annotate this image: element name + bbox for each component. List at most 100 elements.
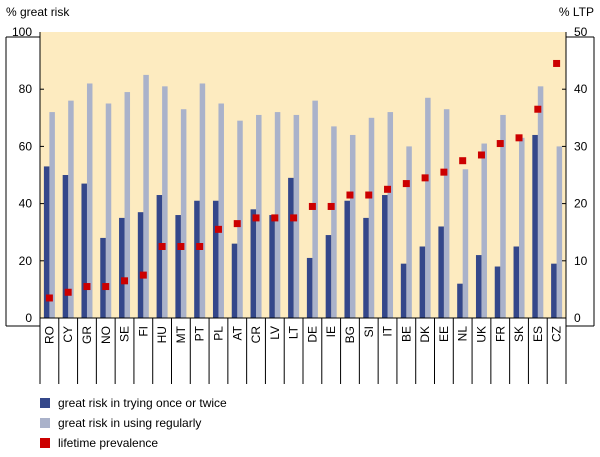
bar-regularly-ES [537,86,544,318]
category-label-LT: LT [287,325,301,339]
category-label-SE: SE [118,326,132,342]
marker-prevalence-AT [233,220,241,228]
category-label-IT: IT [381,325,395,336]
marker-prevalence-PL [214,225,222,233]
bar-regularly-IT [387,112,394,318]
bar-trying-FR [494,266,501,318]
legend-swatch-trying [40,398,50,408]
marker-prevalence-RO [45,294,53,302]
bar-trying-IE [325,235,332,318]
bar-trying-BE [400,263,407,318]
category-label-FI: FI [136,326,150,337]
bar-trying-IT [382,195,388,318]
bar-trying-RO [43,166,50,318]
bar-trying-FI [137,212,144,318]
bar-trying-NL [457,283,463,318]
right-tick-label: 50 [574,25,588,39]
legend-swatch-regularly [40,418,50,428]
bar-regularly-AT [237,120,243,318]
marker-prevalence-IE [327,202,335,210]
category-label-PT: PT [193,325,207,341]
bar-regularly-BG [349,134,356,318]
marker-prevalence-GR [83,283,91,291]
bar-regularly-EE [443,109,450,318]
marker-prevalence-CR [252,214,260,222]
bar-trying-SE [119,217,125,318]
marker-prevalence-HU [158,243,166,250]
left-tick-label: 40 [19,197,33,211]
bar-trying-EE [438,226,444,318]
right-tick-label: 0 [574,311,581,325]
marker-prevalence-NL [459,157,467,165]
category-label-AT: AT [230,325,244,340]
right-axis-title: % LTP [559,5,594,19]
bar-trying-ES [532,134,538,318]
bar-trying-GR [81,183,87,318]
legend-item-trying: great risk in trying once or twice [40,393,227,413]
bar-regularly-RO [49,112,55,318]
left-tick-label: 100 [12,25,32,39]
bar-trying-MT [175,215,181,318]
bar-trying-DE [306,257,313,318]
bar-regularly-UK [481,143,487,318]
marker-prevalence-MT [177,243,185,250]
bar-regularly-SE [124,92,131,318]
bar-regularly-FR [500,114,506,318]
category-label-FR: FR [493,326,507,342]
legend-label-prevalence: lifetime prevalence [58,436,159,450]
category-label-BG: BG [343,326,357,343]
bar-trying-BG [344,200,350,318]
category-label-SI: SI [362,326,376,337]
category-label-CR: CR [249,326,263,344]
bar-regularly-CZ [556,146,563,318]
bar-regularly-NO [105,103,112,318]
marker-prevalence-SE [121,277,129,285]
bar-regularly-SK [519,137,525,318]
marker-prevalence-PT [196,243,204,250]
bar-trying-PL [212,200,219,318]
bar-regularly-BE [406,146,412,318]
bar-trying-LV [269,215,275,318]
bar-trying-CZ [551,263,557,318]
bar-trying-NO [100,237,106,318]
left-tick-label: 80 [19,82,33,96]
bar-regularly-PL [218,103,224,318]
marker-prevalence-UK [477,151,485,159]
category-label-GR: GR [80,326,94,344]
bar-regularly-DK [425,97,431,318]
marker-prevalence-IT [384,185,392,193]
bar-regularly-GR [86,83,93,318]
category-label-NO: NO [99,326,113,344]
bar-trying-LT [288,177,294,318]
bar-regularly-PT [199,83,206,318]
marker-prevalence-FI [139,271,147,279]
bar-trying-DK [419,246,426,318]
category-label-CZ: CZ [550,326,564,342]
marker-prevalence-CY [64,288,72,296]
category-label-DE: DE [305,326,319,343]
left-tick-label: 0 [25,311,32,325]
marker-prevalence-SI [365,191,373,199]
category-label-CY: CY [61,326,75,343]
bar-trying-PT [194,200,200,318]
category-label-RO: RO [42,326,56,344]
category-label-SK: SK [512,326,526,342]
category-label-PL: PL [211,326,225,341]
bar-regularly-MT [180,109,187,318]
category-label-NL: NL [456,326,470,342]
bar-regularly-SI [368,117,375,318]
legend-item-regularly: great risk in using regularly [40,413,227,433]
marker-prevalence-BE [402,180,410,188]
category-label-MT: MT [174,325,188,343]
right-tick-label: 10 [574,254,588,268]
category-label-BE: BE [399,326,413,342]
bar-trying-SI [363,217,369,318]
legend: great risk in trying once or twice great… [40,393,227,453]
marker-prevalence-FR [496,140,504,148]
bar-regularly-FI [143,74,149,319]
category-label-ES: ES [531,326,545,342]
legend-label-regularly: great risk in using regularly [58,416,202,430]
left-tick-label: 20 [19,254,33,268]
category-label-EE: EE [437,326,451,342]
left-axis-title: % great risk [6,5,70,19]
